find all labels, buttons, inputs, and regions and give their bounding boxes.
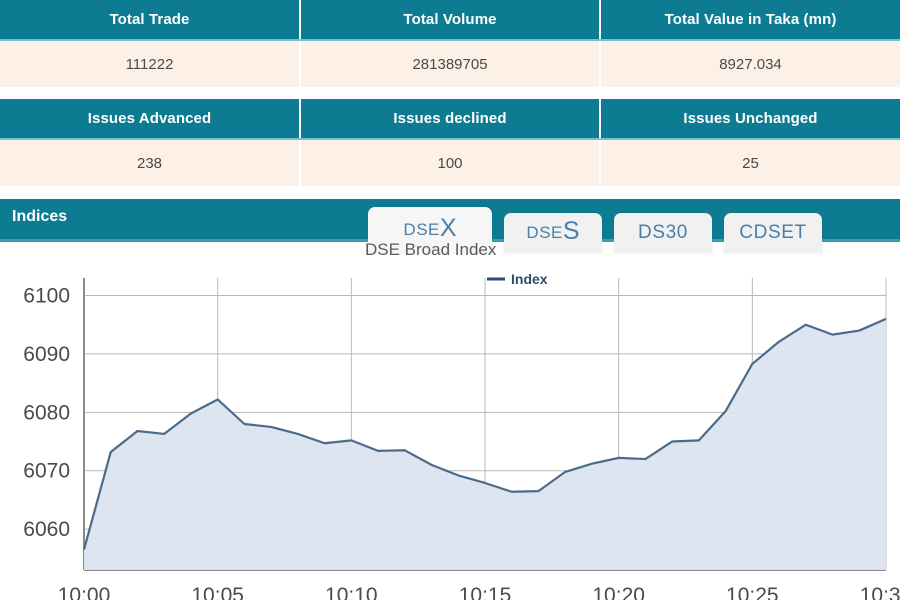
index-chart-svg: 6060 6070 6080 6090 6100 10:00 10:05 10:10 10:15… bbox=[23, 271, 900, 600]
column-header-issues-unchanged: Issues Unchanged bbox=[600, 99, 900, 140]
column-header-total-volume: Total Volume bbox=[300, 0, 601, 41]
column-header-total-value: Total Value in Taka (mn) bbox=[600, 0, 900, 41]
y-axis-tick-label: 6070 bbox=[23, 460, 70, 483]
tab-dses[interactable]: DSE S bbox=[504, 213, 602, 253]
tab-cdset-label: CDSET bbox=[739, 222, 807, 243]
cell-total-value: 8927.034 bbox=[600, 40, 900, 87]
x-axis-tick-label: 10:05 bbox=[191, 584, 244, 600]
tab-dsex[interactable]: DSE X bbox=[368, 207, 492, 253]
table-row: 238 100 25 bbox=[0, 139, 900, 186]
y-axis-tick-label: 6100 bbox=[23, 285, 70, 308]
cell-issues-advanced: 238 bbox=[0, 139, 301, 186]
tab-ds30-label: DS30 bbox=[638, 222, 688, 243]
cell-total-volume: 281389705 bbox=[300, 40, 601, 87]
cell-issues-declined: 100 bbox=[300, 139, 601, 186]
column-header-issues-declined: Issues declined bbox=[300, 99, 601, 140]
legend-label-index: Index bbox=[511, 271, 548, 287]
x-axis-tick-label: 10:25 bbox=[726, 584, 779, 600]
cell-issues-unchanged: 25 bbox=[600, 139, 900, 186]
market-totals-table: Total Trade Total Volume Total Value in … bbox=[0, 0, 900, 87]
active-tab-sublabel: DSE Broad Index bbox=[365, 240, 497, 259]
series-line-index bbox=[82, 317, 887, 550]
cell-total-trade: 111222 bbox=[0, 40, 301, 87]
y-axis-tick-label: 6080 bbox=[23, 401, 70, 424]
tab-dses-prefix: DSE bbox=[526, 223, 563, 242]
y-axis-tick-label: 6060 bbox=[23, 518, 70, 541]
x-axis-tick-label: 10:00 bbox=[58, 584, 111, 600]
x-axis-tick-label: 10:20 bbox=[592, 584, 645, 600]
column-header-total-trade: Total Trade bbox=[0, 0, 301, 41]
tab-dsex-prefix: DSE bbox=[403, 220, 440, 239]
series-area-index bbox=[84, 318, 886, 570]
x-axis-tick-label: 10:15 bbox=[459, 584, 512, 600]
table-divider bbox=[0, 87, 900, 99]
tab-dsex-suffix: X bbox=[439, 213, 457, 242]
table-header-row: Total Trade Total Volume Total Value in … bbox=[0, 0, 900, 41]
index-tabs: DSE X DSE S DS30 CDSET bbox=[368, 207, 834, 253]
table-row: 111222 281389705 8927.034 bbox=[0, 40, 900, 87]
y-axis-tick-label: 6090 bbox=[23, 343, 70, 366]
tab-dses-suffix: S bbox=[562, 216, 580, 245]
market-issues-table: Issues Advanced Issues declined Issues U… bbox=[0, 99, 900, 186]
indices-title: Indices bbox=[12, 208, 68, 225]
x-axis-tick-label: 10:10 bbox=[325, 584, 378, 600]
table-header-row: Issues Advanced Issues declined Issues U… bbox=[0, 99, 900, 140]
x-axis-tick-label: 10:30 bbox=[860, 584, 900, 600]
column-header-issues-advanced: Issues Advanced bbox=[0, 99, 301, 140]
index-chart: 6060 6070 6080 6090 6100 10:00 10:05 10:10 10:15… bbox=[0, 253, 900, 600]
tab-cdset[interactable]: CDSET bbox=[724, 213, 822, 253]
tab-ds30[interactable]: DS30 bbox=[614, 213, 712, 253]
